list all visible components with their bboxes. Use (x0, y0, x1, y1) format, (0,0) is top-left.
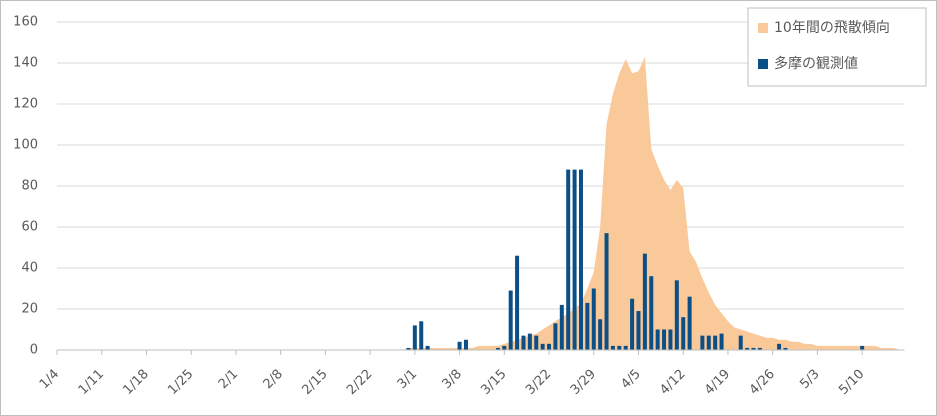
bar (738, 335, 743, 350)
bar (655, 329, 660, 350)
bar (860, 345, 865, 350)
bar (578, 169, 583, 350)
bar (610, 345, 615, 350)
legend-swatch (758, 59, 768, 69)
bar (425, 345, 430, 350)
bar (757, 347, 762, 350)
bar (681, 317, 686, 350)
bar (630, 298, 635, 350)
bar (495, 347, 500, 350)
bar (706, 335, 711, 350)
bar (713, 335, 718, 350)
legend-swatch (758, 23, 768, 33)
bar (572, 169, 577, 350)
y-tick-label: 160 (13, 15, 38, 30)
bar (687, 296, 692, 350)
bar (668, 329, 673, 350)
bar (553, 323, 558, 350)
y-tick-label: 80 (21, 179, 38, 194)
bar (559, 304, 564, 350)
bar (406, 347, 411, 350)
legend-box (747, 7, 927, 87)
bar (585, 302, 590, 350)
area (57, 56, 901, 350)
bar (636, 311, 641, 350)
bar (598, 319, 603, 350)
bar (566, 169, 571, 350)
bar (674, 280, 679, 350)
y-tick-label: 120 (13, 97, 38, 112)
bar (662, 329, 667, 350)
bar (623, 345, 628, 350)
y-tick-label: 100 (13, 138, 38, 153)
bar (534, 335, 539, 350)
y-tick-label: 0 (30, 343, 38, 358)
bar (412, 325, 417, 350)
bar (502, 345, 507, 350)
y-tick-label: 140 (13, 56, 38, 71)
bar (591, 288, 596, 350)
bar (719, 333, 724, 350)
bar (419, 321, 424, 350)
bar (521, 335, 526, 350)
bar (515, 255, 520, 350)
bar (745, 347, 750, 350)
y-tick-label: 20 (21, 302, 38, 317)
legend-label: 多摩の観測値 (774, 55, 858, 72)
y-tick-label: 40 (21, 261, 38, 276)
bar (783, 347, 788, 350)
bar (547, 343, 552, 350)
bar (457, 341, 462, 350)
bar (527, 333, 532, 350)
bar (777, 343, 782, 350)
bar (463, 339, 468, 350)
bar (540, 343, 545, 350)
bar (642, 253, 647, 350)
bar (751, 347, 756, 350)
bar (508, 290, 513, 350)
bar (617, 345, 622, 350)
bar (700, 335, 705, 350)
bar (604, 233, 609, 350)
y-tick-label: 60 (21, 220, 38, 235)
bar (649, 276, 654, 350)
legend-label: 10年間の飛散傾向 (774, 20, 890, 36)
